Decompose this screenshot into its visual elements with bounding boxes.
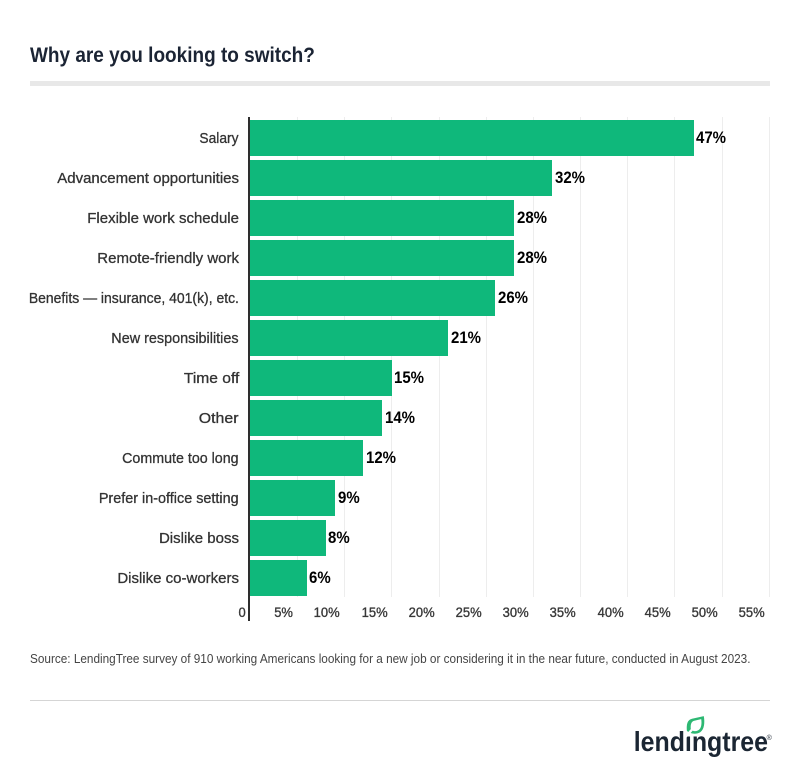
svg-text:®: ® [767, 734, 773, 742]
